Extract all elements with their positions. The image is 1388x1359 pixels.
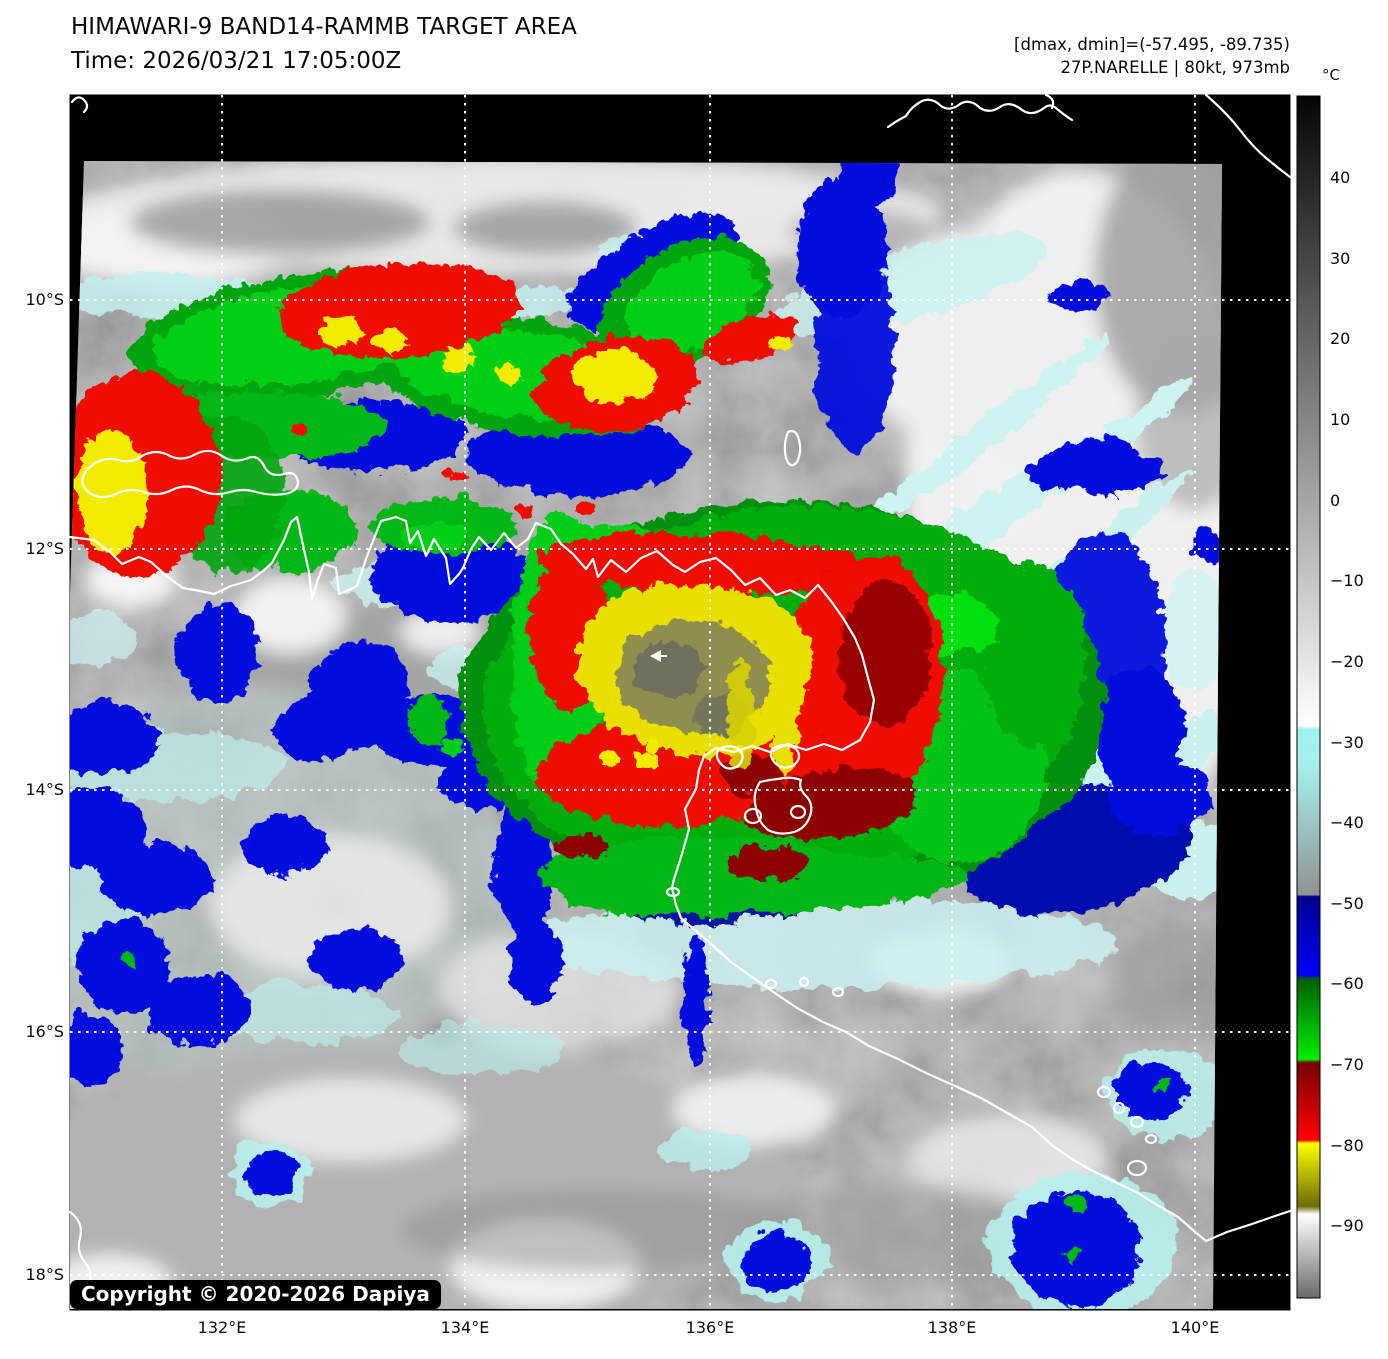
timestamp-label: Time: 2026/03/21 17:05:00Z [71,48,402,74]
colorbar [1296,95,1321,1299]
lat-tick-label: 18°S [25,1265,64,1284]
lon-tick-label: 140°E [1170,1318,1220,1337]
page-title: HIMAWARI-9 BAND14-RAMMB TARGET AREA [71,14,577,40]
lat-tick-label: 14°S [25,780,64,799]
satellite-imagery [70,161,1222,1309]
lon-tick-label: 132°E [197,1318,247,1337]
copyright-badge: Copyright © 2020-2026 Dapiya [70,1280,441,1309]
lat-tick-label: 16°S [25,1022,64,1041]
lat-tick-label: 12°S [25,539,64,558]
lat-tick-label: 10°S [25,290,64,309]
graticule-gridlines [70,95,1290,1310]
colorbar-unit-label: °C [1322,66,1340,84]
lon-tick-label: 136°E [685,1318,735,1337]
dmax-dmin-label: [dmax, dmin]=(-57.495, -89.735) [1014,35,1290,54]
storm-info-label: 27P.NARELLE | 80kt, 973mb [1060,58,1290,77]
header-stats: [dmax, dmin]=(-57.495, -89.735) 27P.NARE… [1014,33,1290,79]
lon-tick-label: 138°E [927,1318,977,1337]
storm-center-marker [650,650,667,662]
lon-tick-label: 134°E [440,1318,490,1337]
